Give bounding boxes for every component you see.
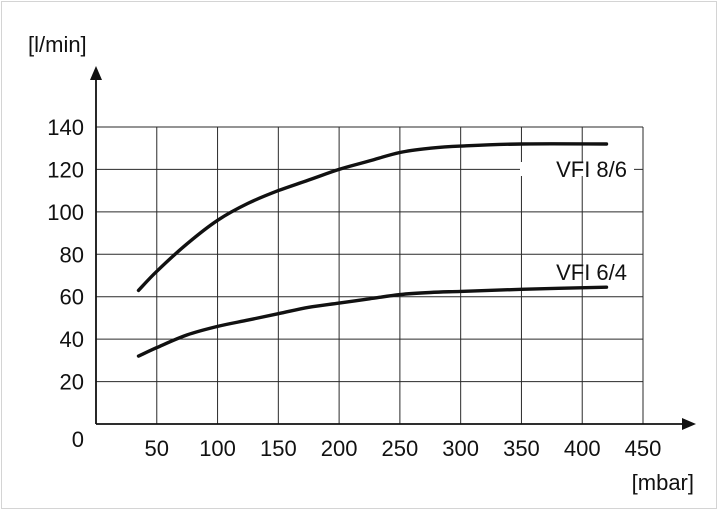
- x-tick-label: 300: [442, 436, 479, 461]
- x-tick-label: 200: [321, 436, 358, 461]
- y-tick-label: 60: [60, 285, 84, 310]
- series-label: VFI 6/4: [556, 260, 627, 285]
- x-tick-label: 50: [145, 436, 169, 461]
- y-axis-label: [l/min]: [28, 32, 87, 57]
- x-tick-label: 450: [625, 436, 662, 461]
- x-tick-labels: 50 100 150 200 250 300 350 400 450: [145, 436, 662, 461]
- origin-label: 0: [72, 427, 84, 452]
- series-line: [136, 285, 609, 358]
- y-tick-label: 40: [60, 327, 84, 352]
- series-label: VFI 8/6: [556, 157, 627, 182]
- x-tick-label: 100: [199, 436, 236, 461]
- y-tick-label: 140: [47, 115, 84, 140]
- y-tick-label: 20: [60, 370, 84, 395]
- series-lines: VFI 8/6 VFI 6/4: [136, 142, 634, 358]
- series-line: [136, 142, 609, 293]
- x-tick-label: 150: [260, 436, 297, 461]
- y-tick-label: 100: [47, 200, 84, 225]
- x-axis-label: [mbar]: [632, 470, 694, 495]
- series-label-background: [520, 162, 634, 176]
- y-axis-arrow: [90, 66, 102, 80]
- y-tick-label: 80: [60, 242, 84, 267]
- x-tick-label: 400: [564, 436, 601, 461]
- grid: [96, 126, 644, 424]
- axes: [90, 66, 696, 430]
- y-tick-label: 120: [47, 157, 84, 182]
- x-axis-arrow: [682, 418, 696, 430]
- y-tick-labels: 20 40 60 80 100 120 140: [47, 115, 84, 395]
- x-tick-label: 350: [503, 436, 540, 461]
- x-tick-label: 250: [382, 436, 419, 461]
